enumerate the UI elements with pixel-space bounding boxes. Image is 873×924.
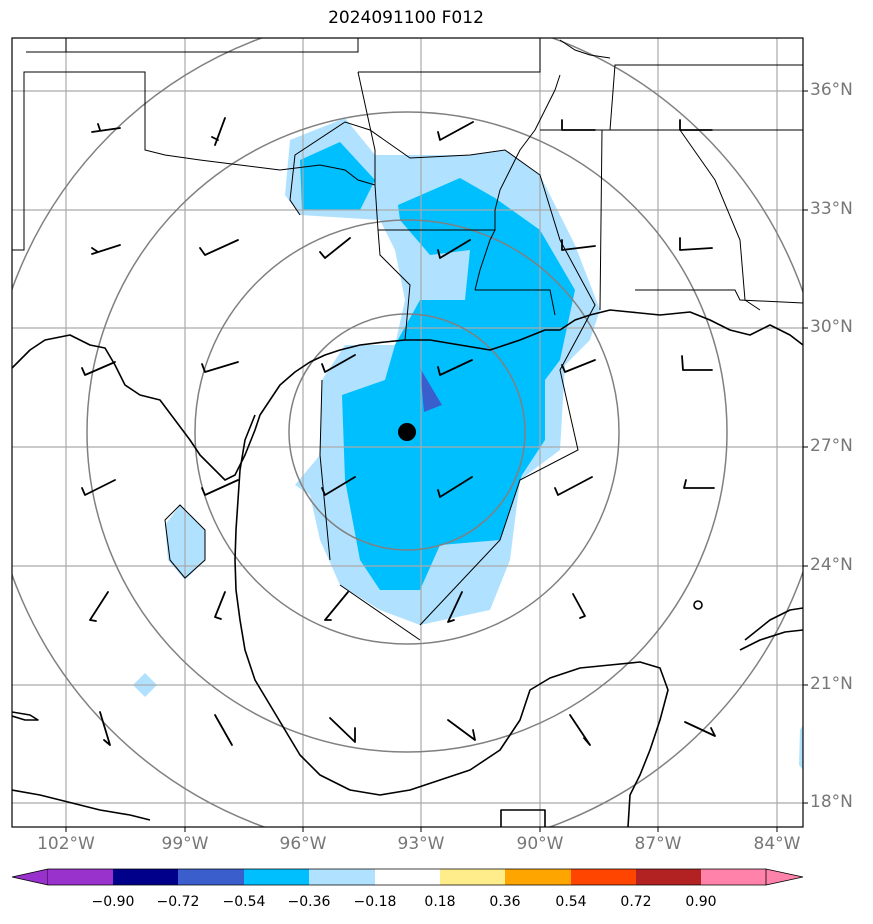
lon-label: 99°W: [161, 834, 209, 854]
borders: [12, 38, 803, 641]
lon-label: 90°W: [516, 834, 564, 854]
colorbar-extend-high: [765, 868, 804, 886]
lon-label: 84°W: [753, 834, 801, 854]
storm-center-marker: [398, 423, 416, 441]
colorbar-bin: [636, 869, 701, 885]
colorbar-label: −0.72: [156, 894, 200, 910]
colorbar-label: 0.72: [620, 894, 652, 910]
colorbar-extend-low: [11, 868, 49, 886]
colorbar-label: −0.36: [287, 894, 331, 910]
lon-label: 93°W: [397, 834, 445, 854]
mid-blue-region-north: [300, 142, 375, 210]
colorbar-label: −0.90: [91, 894, 135, 910]
coastlines: [12, 309, 803, 827]
colorbar-label: 0.36: [489, 894, 521, 910]
lat-label: 24°N: [810, 555, 853, 575]
colorbar-label: 0.18: [424, 894, 456, 910]
lat-label: 21°N: [810, 674, 853, 694]
wind-barbs: [81, 117, 716, 746]
colorbar-label: −0.54: [222, 894, 266, 910]
map-title: 2024091100 F012: [328, 8, 484, 28]
lat-label: 33°N: [810, 199, 853, 219]
lon-label: 87°W: [634, 834, 682, 854]
colorbar-bin: [48, 869, 113, 885]
colorbar-label: −0.18: [353, 894, 397, 910]
dark-blue-patch: [420, 368, 442, 412]
map-frame: [11, 37, 804, 828]
colorbar-bin: [309, 869, 375, 885]
colorbar-bin: [440, 869, 505, 885]
lon-label: 102°W: [37, 834, 95, 854]
lat-lon-grid: [12, 38, 803, 827]
lat-label: 36°N: [810, 80, 853, 100]
colorbar-bin: [244, 869, 309, 885]
axis-ticks: [65, 90, 808, 832]
colorbar-bin: [178, 869, 244, 885]
colorbar: [11, 868, 804, 886]
mid-blue-region: [342, 178, 575, 590]
colorbar-label: 0.90: [685, 894, 717, 910]
light-blue-patch-east: [799, 725, 803, 770]
shaded-field: [133, 118, 803, 770]
colorbar-bin: [505, 869, 571, 885]
colorbar-bin: [571, 869, 636, 885]
lat-label: 30°N: [810, 317, 853, 337]
colorbar-bin: [375, 869, 440, 885]
colorbar-bin: [113, 869, 178, 885]
lat-label: 18°N: [810, 792, 853, 812]
lon-label: 96°W: [279, 834, 327, 854]
lat-label: 27°N: [810, 436, 853, 456]
colorbar-bin: [701, 869, 766, 885]
colorbar-label: 0.54: [555, 894, 587, 910]
